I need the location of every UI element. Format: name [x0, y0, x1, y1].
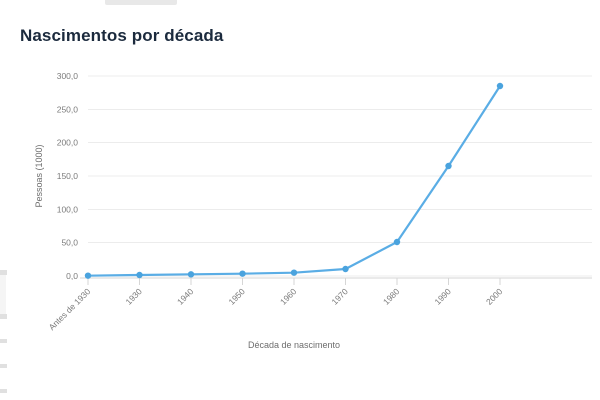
- x-tick-label-7: 1990: [432, 286, 453, 307]
- x-tick-label-5: 1970: [329, 286, 350, 307]
- sidebar-edge-stub-3: [0, 339, 7, 343]
- x-tick-label-0: Antes de 1930: [47, 286, 93, 332]
- data-point-1990[interactable]: [445, 162, 452, 170]
- data-point-1930[interactable]: [136, 271, 143, 279]
- data-point-1960[interactable]: [290, 269, 298, 276]
- x-tick-label-3: 1950: [226, 286, 247, 307]
- page-title: Nascimentos por década: [20, 26, 224, 45]
- sidebar-edge-stub-1: [0, 270, 7, 275]
- y-tick-label-50: 50,0: [61, 238, 78, 248]
- x-axis-tick-labels: Antes de 1930 1930 1940 1950 1960 1970 1980 199…: [47, 286, 505, 332]
- chart-gridlines: [88, 75, 592, 277]
- y-tick-label-250: 250,0: [57, 104, 79, 114]
- y-tick-label-100: 100,0: [57, 204, 79, 214]
- window-chrome-top-stub: [105, 0, 177, 5]
- x-tick-label-8: 2000: [484, 286, 505, 307]
- y-tick-label-300: 300,0: [57, 71, 79, 81]
- y-tick-label-200: 200,0: [57, 138, 79, 148]
- x-tick-label-6: 1980: [381, 286, 402, 307]
- series-line-pessoas: [86, 84, 502, 277]
- data-point-antes-de-1930[interactable]: [84, 272, 92, 279]
- x-tick-label-1: 1930: [123, 286, 144, 307]
- y-tick-label-150: 150,0: [57, 171, 79, 181]
- y-tick-label-0: 0,0: [66, 271, 78, 281]
- data-point-1950[interactable]: [239, 270, 246, 277]
- sidebar-edge-stub-5: [0, 389, 7, 393]
- y-axis-tick-labels: 0,0 50,0 100,0 150,0 200,0 250,0 300,0: [57, 71, 79, 281]
- data-point-1970[interactable]: [342, 265, 349, 273]
- x-tick-label-4: 1960: [278, 286, 299, 307]
- data-point-1980[interactable]: [393, 238, 401, 246]
- x-axis-tick-marks: [87, 278, 501, 285]
- sidebar-edge-panel: [0, 275, 6, 314]
- sidebar-edge-stub-2: [0, 314, 7, 319]
- sidebar-edge-stub-4: [0, 364, 7, 368]
- data-point-1940[interactable]: [187, 271, 195, 278]
- x-axis-title: Década de nascimento: [248, 340, 340, 350]
- series-markers: [84, 82, 504, 279]
- x-tick-label-2: 1940: [175, 286, 196, 307]
- data-point-2000[interactable]: [496, 82, 504, 90]
- y-axis-title: Pessoas (1000): [34, 144, 44, 207]
